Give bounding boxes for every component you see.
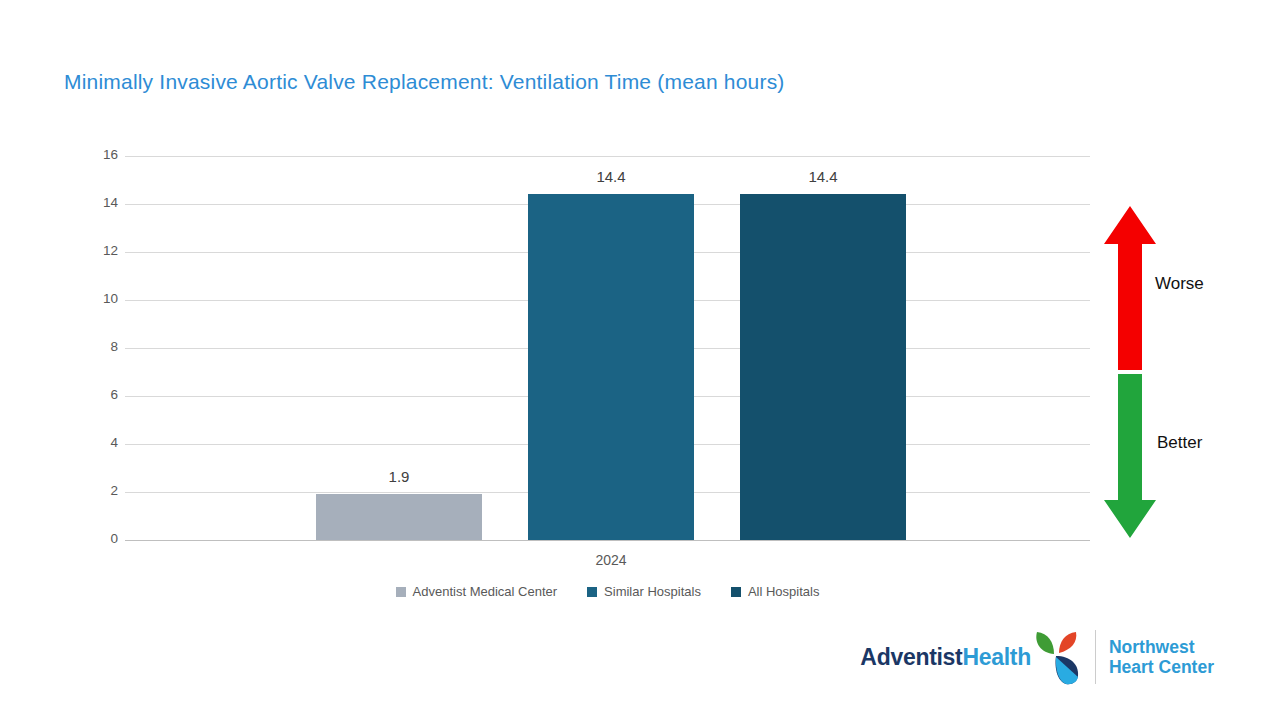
brand-name: AdventistHealth [860,644,1031,671]
gridline [125,156,1090,157]
bar-all-hospitals [740,194,906,540]
legend-label: Adventist Medical Center [413,584,558,599]
up-arrow-icon [1104,206,1156,370]
legend-swatch-icon [731,587,741,597]
legend-item: Similar Hospitals [587,584,701,599]
y-axis-tick: 6 [58,387,118,402]
legend-swatch-icon [587,587,597,597]
down-arrow-icon [1104,374,1156,538]
y-axis-tick: 16 [58,147,118,162]
y-axis-tick: 10 [58,291,118,306]
brand-health: Health [962,644,1031,670]
chart-title: Minimally Invasive Aortic Valve Replacem… [64,70,785,94]
footer-branding: AdventistHealth Northwest Heart Center [860,629,1214,685]
bar-value-label: 14.4 [528,168,694,185]
y-axis-tick: 0 [58,531,118,546]
center-name-line2: Heart Center [1109,657,1214,677]
chart-legend: Adventist Medical Center Similar Hospital… [125,584,1090,599]
brand-adventist: Adventist [860,644,962,670]
adventist-health-leaf-logo-icon [1033,629,1079,685]
bar-value-label: 14.4 [740,168,906,185]
legend-label: All Hospitals [748,584,820,599]
x-axis-label: 2024 [551,552,671,568]
y-axis-tick: 2 [58,483,118,498]
bar-adventist-medical-center [316,494,482,540]
gridline [125,540,1090,541]
legend-label: Similar Hospitals [604,584,701,599]
legend-item: Adventist Medical Center [396,584,558,599]
center-name: Northwest Heart Center [1109,637,1214,677]
y-axis-tick: 8 [58,339,118,354]
bar-value-label: 1.9 [316,468,482,485]
footer-divider [1095,630,1096,684]
y-axis-tick: 12 [58,243,118,258]
worse-better-arrows [1098,198,1162,543]
y-axis-tick: 4 [58,435,118,450]
legend-item: All Hospitals [731,584,820,599]
worse-label: Worse [1155,274,1204,294]
legend-swatch-icon [396,587,406,597]
better-label: Better [1157,433,1202,453]
center-name-line1: Northwest [1109,637,1214,657]
y-axis-tick: 14 [58,195,118,210]
bar-similar-hospitals [528,194,694,540]
slide: Minimally Invasive Aortic Valve Replacem… [0,0,1280,720]
